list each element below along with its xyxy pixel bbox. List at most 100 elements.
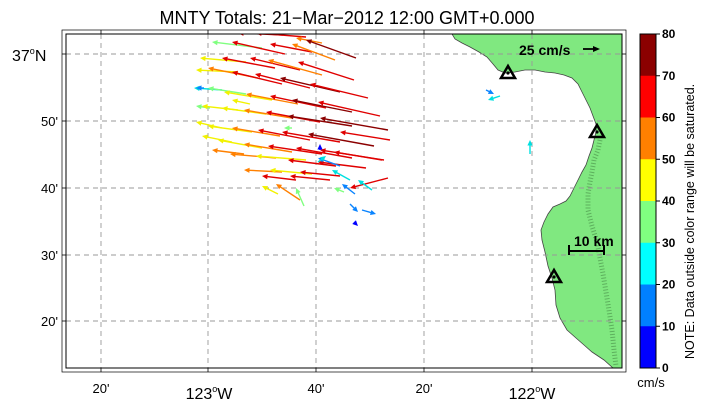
current-vector xyxy=(246,143,293,153)
frame-ticks xyxy=(62,30,626,372)
current-vector-head xyxy=(317,144,323,150)
current-vector-head xyxy=(527,140,533,146)
current-vector xyxy=(257,74,311,89)
current-vector xyxy=(198,69,239,73)
current-vector xyxy=(310,133,375,147)
current-vector-head xyxy=(208,124,214,130)
map-outer-frame xyxy=(61,29,627,373)
colorbar-tick-label: 50 xyxy=(662,152,676,166)
current-vector-head xyxy=(290,173,296,180)
current-vector-head xyxy=(340,130,346,136)
current-vector-head xyxy=(212,148,218,154)
current-vector xyxy=(214,149,245,155)
colorbar-segment xyxy=(640,284,656,327)
current-vector-head xyxy=(232,40,238,46)
current-vector-head xyxy=(292,43,299,49)
current-vector-head xyxy=(244,108,250,114)
current-vector-head xyxy=(342,184,348,190)
current-vector-head xyxy=(310,82,316,88)
current-vector-head xyxy=(350,184,356,190)
current-vector-head xyxy=(298,61,305,67)
current-vector xyxy=(278,185,301,201)
x-tick-20-left: 20' xyxy=(93,381,110,396)
current-vector xyxy=(258,155,307,161)
current-vector xyxy=(270,145,323,155)
current-vector-head xyxy=(196,104,202,110)
colorbar-tick-label: 0 xyxy=(662,361,669,375)
current-vector-head xyxy=(270,42,276,48)
colorbar-segment xyxy=(640,75,656,118)
colorbar-segment xyxy=(640,34,656,77)
colorbar-tick-label: 30 xyxy=(662,236,676,250)
current-vector-head xyxy=(332,170,339,175)
current-vector xyxy=(294,99,353,113)
y-tick-37n: 37oN xyxy=(12,46,46,65)
station-2 xyxy=(587,122,607,139)
current-vector-head xyxy=(300,169,306,176)
colorbar-tick-label: 10 xyxy=(662,319,676,333)
current-vector-head xyxy=(224,90,230,96)
current-vector-head xyxy=(280,76,286,82)
current-vector-head xyxy=(288,114,294,120)
current-vector-head xyxy=(218,138,224,144)
current-vector-head xyxy=(292,98,298,104)
current-vector-head xyxy=(282,130,288,136)
current-vector-head xyxy=(258,128,264,134)
current-vector-head xyxy=(244,142,250,148)
coast-shading xyxy=(585,139,619,367)
current-vector-head xyxy=(255,72,261,78)
scale-vector-arrow xyxy=(583,46,600,52)
current-vector xyxy=(248,93,299,105)
current-vector xyxy=(292,175,331,181)
current-vector xyxy=(234,72,283,85)
current-vector xyxy=(272,43,313,53)
current-vector-head xyxy=(268,144,274,150)
y-tick-20: 20' xyxy=(41,314,58,329)
map-frame xyxy=(65,33,623,369)
current-vector-head xyxy=(244,167,250,173)
current-vector-head xyxy=(320,156,326,162)
current-vector xyxy=(252,58,301,71)
current-vector xyxy=(352,177,389,188)
current-vector-head xyxy=(487,89,494,94)
scale-bar-label: 10 km xyxy=(574,233,614,249)
current-vector xyxy=(234,99,251,105)
current-vector-head xyxy=(352,220,358,226)
current-vector-head xyxy=(296,36,302,42)
current-vector-head xyxy=(230,151,236,158)
current-vector-head xyxy=(369,209,376,215)
current-vector-head xyxy=(334,187,341,193)
current-vector xyxy=(336,151,383,161)
current-vector-head xyxy=(202,104,208,110)
current-vector-head xyxy=(488,95,495,101)
current-vector-head xyxy=(270,94,276,100)
current-vector xyxy=(298,147,353,159)
current-vector-head xyxy=(196,85,202,91)
current-vector-head xyxy=(250,56,256,62)
current-vector-head xyxy=(262,186,269,191)
current-vector-head xyxy=(318,100,324,106)
current-vector xyxy=(312,84,369,99)
colorbar-segment xyxy=(640,242,656,285)
current-vector-head xyxy=(295,188,301,195)
current-vector-head xyxy=(352,206,358,212)
colorbar-tick-label: 20 xyxy=(662,278,676,292)
colorbar-tick-label: 40 xyxy=(662,194,676,208)
y-axis-labels: 37oN 50' 40' 30' 20' xyxy=(12,46,58,329)
current-vector-head xyxy=(320,148,326,154)
current-vector xyxy=(290,159,337,167)
current-vector-head xyxy=(334,150,340,156)
current-vectors xyxy=(194,34,533,226)
colorbar-segment xyxy=(640,326,656,369)
current-vector-head xyxy=(208,86,214,92)
current-vector-head xyxy=(306,39,313,45)
x-tick-122w: 122oW xyxy=(509,384,557,403)
current-vector-head xyxy=(222,56,228,62)
current-vector xyxy=(322,117,389,131)
current-vector xyxy=(272,169,313,175)
current-vector xyxy=(259,34,307,38)
colorbar-segment xyxy=(640,201,656,244)
current-vector-head xyxy=(246,92,252,98)
scale-bar xyxy=(568,245,605,255)
